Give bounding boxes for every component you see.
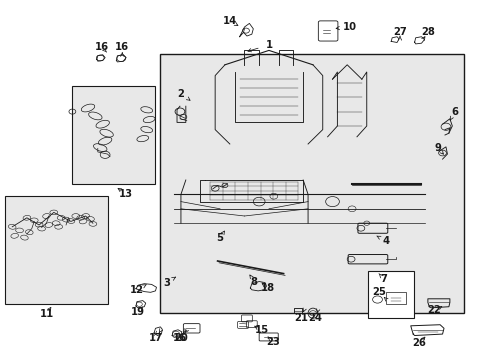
Text: 23: 23 [265, 337, 279, 347]
Text: 8: 8 [250, 276, 257, 287]
Text: 21: 21 [294, 312, 307, 323]
Text: 10: 10 [342, 22, 356, 32]
Text: 17: 17 [148, 333, 162, 343]
Text: 4: 4 [382, 236, 389, 246]
Text: 20: 20 [174, 333, 187, 343]
Text: 16: 16 [95, 42, 108, 52]
Text: 16: 16 [173, 333, 186, 343]
Text: 3: 3 [163, 278, 169, 288]
FancyBboxPatch shape [367, 271, 413, 318]
FancyBboxPatch shape [5, 196, 107, 304]
Text: 28: 28 [420, 27, 434, 37]
Text: 26: 26 [412, 338, 426, 348]
Bar [386, 292, 405, 304]
Text: 25: 25 [371, 287, 385, 297]
Text: 15: 15 [254, 325, 268, 336]
Text: 22: 22 [427, 305, 440, 315]
Text: 27: 27 [392, 27, 406, 37]
Text: 19: 19 [131, 307, 144, 318]
Text: 1: 1 [265, 40, 272, 50]
Text: 12: 12 [130, 285, 143, 295]
Text: 5: 5 [216, 233, 223, 243]
Text: 18: 18 [261, 283, 274, 293]
Text: 6: 6 [450, 107, 457, 117]
Text: 24: 24 [308, 312, 322, 323]
Text: 9: 9 [433, 143, 440, 153]
Text: 2: 2 [177, 89, 184, 99]
Text: 7: 7 [380, 274, 386, 284]
FancyBboxPatch shape [72, 86, 154, 184]
Text: 16: 16 [115, 42, 129, 52]
Text: 14: 14 [222, 16, 237, 26]
Text: 13: 13 [119, 189, 133, 199]
Text: 11: 11 [39, 309, 54, 319]
FancyBboxPatch shape [160, 54, 463, 313]
